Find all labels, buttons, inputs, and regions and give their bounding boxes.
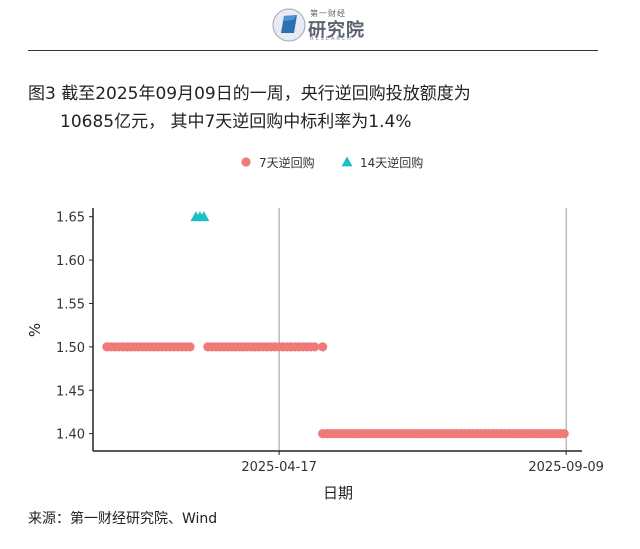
chart-axes: 1.40 1.45 1.50 1.55 1.60 1.65 2025-04-17 2025-0… [56, 208, 604, 475]
logo-text-top: 第一财经 [310, 9, 346, 18]
legend-marker-7day [241, 157, 251, 167]
point-7day [318, 342, 328, 352]
point-7day [185, 342, 195, 352]
y-tick-label: 1.55 [56, 297, 85, 312]
chart-grid [278, 208, 567, 451]
brand-logo: 第一财经 研究院 RESEARCH [272, 6, 372, 46]
y-tick-label: 1.60 [56, 254, 85, 269]
chart-marks [102, 211, 569, 439]
chart-legend: 7天逆回购 14天逆回购 [241, 155, 423, 170]
figure-title-line2: 10685亿元， 其中7天逆回购中标利率为1.4% [60, 112, 412, 132]
y-tick-label: 1.40 [56, 428, 85, 443]
header-divider [28, 50, 598, 51]
y-tick-label: 1.45 [56, 384, 85, 399]
figure-title-line1: 图3 截至2025年09月09日的一周，央行逆回购投放额度为 [28, 84, 471, 104]
x-axis-label: 日期 [323, 484, 353, 502]
source-note: 来源：第一财经研究院、Wind [28, 511, 218, 527]
point-14day [198, 211, 210, 222]
point-7day [310, 342, 320, 352]
point-7day [559, 429, 569, 439]
y-tick-label: 1.50 [56, 341, 85, 356]
legend-label-7day: 7天逆回购 [259, 155, 315, 170]
logo-text-sub: RESEARCH [310, 36, 353, 42]
y-tick-label: 1.65 [56, 211, 85, 226]
figure-title: 图3 截至2025年09月09日的一周，央行逆回购投放额度为 10685亿元， … [28, 80, 471, 136]
logo-text-main: 研究院 [308, 20, 365, 41]
logo-emblem-icon [272, 8, 306, 42]
legend-marker-14day [341, 156, 353, 167]
legend-label-14day: 14天逆回购 [360, 155, 423, 170]
y-axis-label: % [26, 323, 44, 337]
x-tick-label: 2025-09-09 [528, 460, 604, 475]
x-tick-label: 2025-04-17 [241, 460, 317, 475]
